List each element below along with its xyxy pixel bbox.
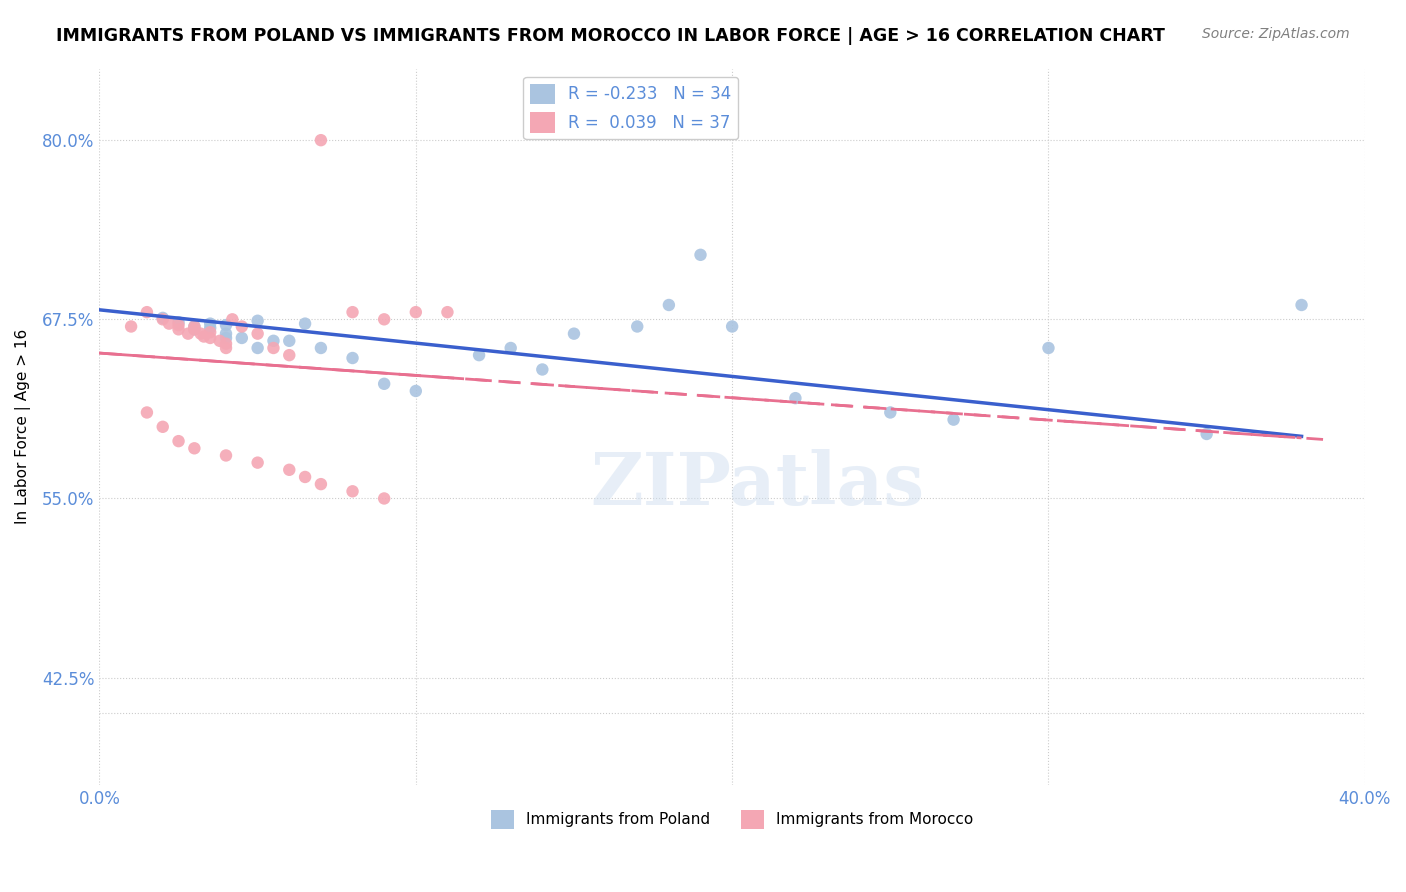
Y-axis label: In Labor Force | Age > 16: In Labor Force | Age > 16 bbox=[15, 329, 31, 524]
Point bbox=[198, 325, 221, 339]
Point bbox=[167, 318, 190, 332]
Point bbox=[342, 305, 364, 319]
Point bbox=[198, 317, 221, 331]
Legend: Immigrants from Poland, Immigrants from Morocco: Immigrants from Poland, Immigrants from … bbox=[485, 804, 980, 835]
Point bbox=[658, 298, 681, 312]
Point bbox=[262, 341, 284, 355]
Point bbox=[135, 305, 157, 319]
Point bbox=[342, 484, 364, 499]
Point bbox=[309, 477, 332, 491]
Point bbox=[278, 348, 301, 362]
Point bbox=[120, 319, 142, 334]
Point bbox=[785, 391, 807, 405]
Point bbox=[721, 319, 744, 334]
Point bbox=[198, 331, 221, 345]
Point bbox=[531, 362, 554, 376]
Point bbox=[294, 317, 316, 331]
Point bbox=[278, 334, 301, 348]
Point bbox=[231, 331, 253, 345]
Point bbox=[215, 331, 238, 345]
Point bbox=[190, 326, 212, 341]
Point bbox=[215, 341, 238, 355]
Text: Source: ZipAtlas.com: Source: ZipAtlas.com bbox=[1202, 27, 1350, 41]
Point bbox=[246, 456, 269, 470]
Point bbox=[193, 329, 215, 343]
Point bbox=[183, 319, 205, 334]
Point bbox=[183, 322, 205, 336]
Point bbox=[231, 319, 253, 334]
Point bbox=[183, 319, 205, 334]
Point bbox=[221, 312, 243, 326]
Point bbox=[135, 405, 157, 419]
Point bbox=[879, 405, 901, 419]
Point bbox=[215, 336, 238, 351]
Point bbox=[198, 321, 221, 335]
Point bbox=[373, 376, 395, 391]
Point bbox=[246, 341, 269, 355]
Point bbox=[294, 470, 316, 484]
Text: IMMIGRANTS FROM POLAND VS IMMIGRANTS FROM MOROCCO IN LABOR FORCE | AGE > 16 CORR: IMMIGRANTS FROM POLAND VS IMMIGRANTS FRO… bbox=[56, 27, 1166, 45]
Point bbox=[262, 334, 284, 348]
Point bbox=[373, 312, 395, 326]
Point bbox=[309, 133, 332, 147]
Point bbox=[1291, 298, 1313, 312]
Point bbox=[215, 449, 238, 463]
Point bbox=[405, 384, 427, 398]
Point bbox=[309, 341, 332, 355]
Point bbox=[1038, 341, 1060, 355]
Point bbox=[373, 491, 395, 506]
Point bbox=[157, 317, 180, 331]
Point bbox=[183, 322, 205, 336]
Point bbox=[246, 326, 269, 341]
Point bbox=[278, 463, 301, 477]
Point bbox=[177, 326, 200, 341]
Point bbox=[215, 318, 238, 332]
Point bbox=[183, 442, 205, 456]
Point bbox=[215, 326, 238, 341]
Point bbox=[626, 319, 648, 334]
Point bbox=[942, 412, 965, 426]
Point bbox=[152, 419, 174, 434]
Point bbox=[208, 334, 231, 348]
Point bbox=[468, 348, 491, 362]
Text: ZIPatlas: ZIPatlas bbox=[591, 449, 925, 520]
Point bbox=[436, 305, 458, 319]
Point bbox=[689, 248, 711, 262]
Point bbox=[167, 434, 190, 449]
Point bbox=[562, 326, 585, 341]
Point bbox=[405, 305, 427, 319]
Point bbox=[246, 314, 269, 328]
Point bbox=[342, 351, 364, 365]
Point bbox=[167, 315, 190, 329]
Point bbox=[499, 341, 522, 355]
Point bbox=[167, 322, 190, 336]
Point bbox=[152, 312, 174, 326]
Point bbox=[1195, 427, 1218, 442]
Point bbox=[152, 310, 174, 325]
